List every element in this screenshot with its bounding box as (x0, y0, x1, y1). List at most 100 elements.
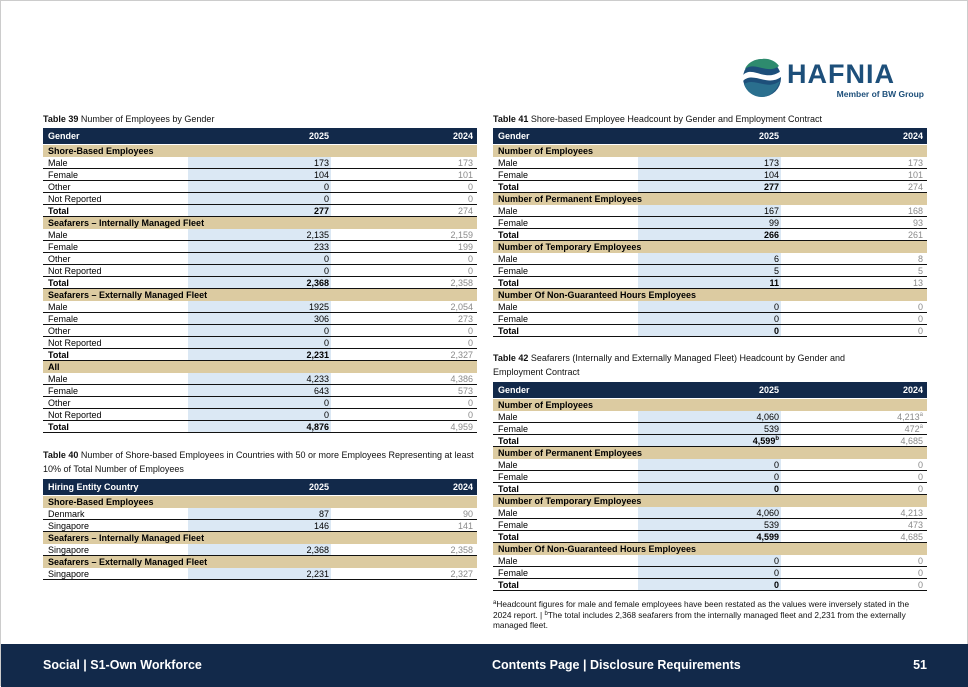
value-2024: 90 (462, 509, 473, 519)
value-2024: 0 (467, 254, 473, 264)
value-2024: 173 (907, 158, 923, 168)
value-2025: 87 (188, 508, 331, 519)
table-row: Singapore 146 141 (43, 520, 477, 532)
value-2024: 0 (917, 326, 923, 336)
section-row: Number of Temporary Employees (493, 241, 927, 253)
row-label: Female (48, 386, 79, 396)
row-label: Not Reported (48, 338, 102, 348)
section-label: Number of Permanent Employees (498, 448, 643, 458)
value-2024: 0 (467, 398, 473, 408)
value-2024: 5 (917, 266, 923, 276)
value-2025: 104 (188, 169, 331, 180)
row-label: Total (498, 230, 519, 240)
section-label: Number of Permanent Employees (498, 194, 643, 204)
section-row: Number Of Non-Guaranteed Hours Employees (493, 543, 927, 555)
table-row: Female 0 0 (493, 313, 927, 325)
value-2025: 233 (188, 241, 331, 252)
value-2024: 0 (917, 568, 923, 578)
value-2025: 173 (638, 157, 781, 168)
section-label: Number Of Non-Guaranteed Hours Employees (498, 544, 697, 554)
header-cell: 2025 (308, 482, 329, 492)
table-row: Female 306 273 (43, 313, 477, 325)
value-2024: 274 (457, 206, 473, 216)
value-2024: 0 (467, 326, 473, 336)
table-row: Total 2,368 2,358 (43, 277, 477, 289)
row-label: Other (48, 254, 71, 264)
table-header-row: Gender 2025 2024 (493, 128, 927, 144)
table-row: Male 173 173 (493, 157, 927, 169)
table-row: Male 0 0 (493, 555, 927, 567)
table-row: Total 0 0 (493, 483, 927, 495)
table-row: Total 4,599 4,685 (493, 531, 927, 543)
value-2025: 2,135 (188, 229, 331, 240)
header-cell: 2024 (902, 131, 923, 141)
value-2025: 1925 (188, 301, 331, 312)
value-2024: 472a (904, 424, 923, 434)
table-row: Not Reported 0 0 (43, 265, 477, 277)
table-row: Total 277 274 (43, 205, 477, 217)
value-2025: 539 (638, 423, 781, 434)
row-label: Male (48, 374, 68, 384)
table-row: Total 0 0 (493, 579, 927, 591)
table-row: Male 173 173 (43, 157, 477, 169)
row-label: Female (498, 424, 529, 434)
value-2025: 2,368 (188, 544, 331, 555)
footer-nav-links[interactable]: Contents Page | Disclosure Requirements (492, 658, 741, 672)
value-2024: 2,159 (450, 230, 473, 240)
section-row: Shore-Based Employees (43, 145, 477, 157)
value-2024: 141 (457, 521, 473, 531)
hafnia-globe-icon (743, 58, 781, 97)
header-cell: 2025 (758, 131, 779, 141)
table-row: Female 539 473 (493, 519, 927, 531)
row-label: Female (498, 520, 529, 530)
section-label: Number of Temporary Employees (498, 496, 642, 506)
header-cell: Gender (498, 131, 530, 141)
row-label: Other (48, 326, 71, 336)
section-label: Seafarers – Internally Managed Fleet (48, 533, 205, 543)
value-2024: 0 (467, 266, 473, 276)
value-2025: 146 (188, 520, 331, 531)
value-2025: 0 (188, 337, 331, 348)
section-row: Seafarers – Internally Managed Fleet (43, 217, 477, 229)
value-2025: 2,231 (188, 568, 331, 579)
table-row: Male 1925 2,054 (43, 301, 477, 313)
row-label: Other (48, 182, 71, 192)
table-row: Female 0 0 (493, 471, 927, 483)
row-label: Total (48, 206, 69, 216)
row-label: Total (498, 326, 519, 336)
row-label: Total (48, 350, 69, 360)
row-label: Female (48, 170, 79, 180)
value-2024: 473 (907, 520, 923, 530)
value-2025: 5 (638, 265, 781, 276)
value-2025: 2,231 (188, 349, 331, 360)
value-2024: 0 (917, 460, 923, 470)
value-2024: 4,386 (450, 374, 473, 384)
table-row: Female 233 199 (43, 241, 477, 253)
table-41: Gender 2025 2024 Number of Employees Male 173… (493, 128, 927, 337)
value-2025: 0 (188, 265, 331, 276)
section-row: Number of Temporary Employees (493, 495, 927, 507)
value-2025: 0 (638, 471, 781, 482)
footer-section-link[interactable]: Social | S1-Own Workforce (43, 658, 202, 672)
section-row: Seafarers – Internally Managed Fleet (43, 532, 477, 544)
value-2024: 4,213 (900, 508, 923, 518)
table-row: Total 11 13 (493, 277, 927, 289)
value-2024: 4,213a (897, 412, 923, 422)
section-row: Number of Permanent Employees (493, 447, 927, 459)
value-2024: 274 (907, 182, 923, 192)
footnote: aHeadcount figures for male and female e… (493, 599, 910, 630)
table-row: Total 4,876 4,959 (43, 421, 477, 433)
value-2025: 2,368 (188, 277, 331, 288)
row-label: Not Reported (48, 410, 102, 420)
value-2025: 173 (188, 157, 331, 168)
row-label: Female (498, 314, 529, 324)
value-2025: 4,060 (638, 507, 781, 518)
table-42-caption: Table 42 Seafarers (Internally and Exter… (493, 353, 846, 377)
value-2025: 0 (638, 459, 781, 470)
row-label: Total (498, 278, 519, 288)
row-label: Other (48, 398, 71, 408)
value-2025: 167 (638, 205, 781, 216)
value-2024: 0 (467, 338, 473, 348)
value-2024: 4,959 (450, 422, 473, 432)
row-label: Male (48, 230, 68, 240)
